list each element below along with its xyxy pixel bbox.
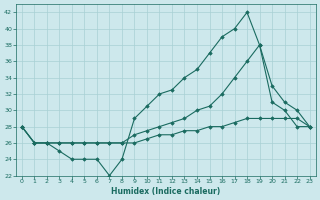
X-axis label: Humidex (Indice chaleur): Humidex (Indice chaleur) [111,187,220,196]
